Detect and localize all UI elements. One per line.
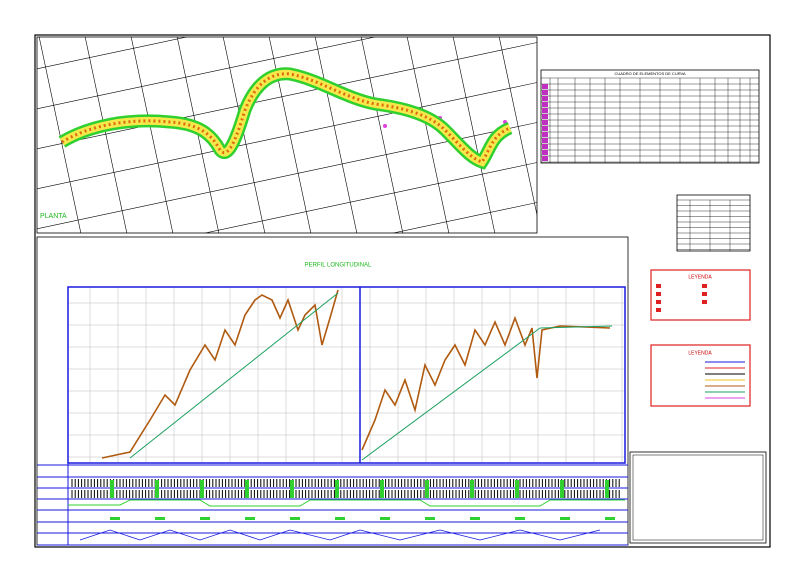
grade-line xyxy=(539,325,613,329)
band-mark xyxy=(245,480,249,498)
table-row-marker xyxy=(542,126,548,131)
legend-symbol xyxy=(656,300,661,304)
legend-frame xyxy=(650,269,751,321)
legend-symbol xyxy=(702,284,707,288)
legend-title: LEYENDA xyxy=(688,350,712,356)
plan-grid-line xyxy=(130,37,174,233)
plan-view: PLANTA xyxy=(36,36,538,234)
curve-table: CUADRO DE ELEMENTOS DE CURVA xyxy=(540,69,760,164)
curve-point xyxy=(383,124,387,128)
grade-line xyxy=(361,327,541,461)
legend-title: LEYENDA xyxy=(688,274,712,280)
band-mark xyxy=(335,517,345,520)
legend-items xyxy=(705,361,745,399)
legend-symbol xyxy=(656,284,661,288)
plan-grid-line xyxy=(84,37,128,233)
band-mark xyxy=(425,480,429,498)
plan-title: PLANTA xyxy=(40,213,67,220)
table-frame xyxy=(676,194,751,252)
plan-frame xyxy=(36,36,538,234)
band-mark xyxy=(290,480,294,498)
legend-frame xyxy=(650,344,751,407)
band-mark xyxy=(605,517,615,520)
legend-symbol xyxy=(702,300,707,304)
table-row-marker xyxy=(542,96,548,101)
band-mark xyxy=(200,480,204,498)
ground-profile xyxy=(361,315,611,451)
band-mark xyxy=(560,480,564,498)
band-mark xyxy=(110,517,120,520)
band-mark xyxy=(515,517,525,520)
table-row-marker xyxy=(542,84,548,89)
table-row-marker xyxy=(542,150,548,155)
plan-grid-line xyxy=(314,37,358,233)
table-row-marker xyxy=(542,114,548,119)
plan-grid-line xyxy=(37,82,537,190)
band-mark xyxy=(515,480,519,498)
table-row-marker xyxy=(542,108,548,113)
band-mark xyxy=(560,517,570,520)
table-title: CUADRO DE ELEMENTOS DE CURVA xyxy=(614,71,685,76)
legend-box: LEYENDA xyxy=(650,344,751,407)
band-mark xyxy=(335,480,339,498)
band-mark xyxy=(245,517,255,520)
band-mark xyxy=(200,517,210,520)
plan-grid-line xyxy=(452,37,496,233)
band-mark xyxy=(155,480,159,498)
coordinates-table xyxy=(676,194,751,252)
table-frame xyxy=(540,69,760,164)
plan-grid-line xyxy=(406,37,450,233)
ground-profile xyxy=(101,289,339,459)
band-mark xyxy=(470,480,474,498)
legend-symbol xyxy=(702,292,707,296)
table-row-marker xyxy=(542,138,548,143)
legend-symbol xyxy=(656,292,661,296)
plan-grid-line xyxy=(37,42,537,150)
table-lines xyxy=(541,77,759,163)
sheet-border xyxy=(34,34,771,548)
band-mark xyxy=(290,517,300,520)
legend-box: LEYENDA xyxy=(650,269,751,321)
table-row-marker xyxy=(542,90,548,95)
table-row-marker xyxy=(542,120,548,125)
plan-grid-line xyxy=(37,37,377,110)
plan-grid-line xyxy=(203,162,537,233)
table-row-marker xyxy=(542,102,548,107)
plan-grid-line xyxy=(498,37,537,217)
band-mark xyxy=(110,480,114,498)
band-mark xyxy=(605,480,609,498)
grade-line xyxy=(129,292,339,459)
band-mark xyxy=(380,517,390,520)
legend-items xyxy=(656,284,707,312)
band-mark xyxy=(470,517,480,520)
table-row-marker xyxy=(542,156,548,161)
legend-symbol xyxy=(656,308,661,312)
title-block-inner xyxy=(632,454,764,541)
title-block xyxy=(629,451,767,544)
band-mark xyxy=(380,480,384,498)
plan-grid-line xyxy=(222,37,266,233)
profile-bands xyxy=(37,463,628,546)
plan-grid-line xyxy=(360,37,404,233)
profile-view: PERFIL LONGITUDINAL xyxy=(36,236,629,546)
profile-title: PERFIL LONGITUDINAL xyxy=(305,263,372,269)
alignment-band xyxy=(68,499,625,507)
plan-grid-line xyxy=(38,37,82,233)
table-row-marker xyxy=(542,144,548,149)
profile-grid xyxy=(68,287,625,463)
band-mark xyxy=(155,517,165,520)
band-mark xyxy=(425,517,435,520)
title-block-frame xyxy=(629,451,767,544)
profile-frame xyxy=(67,286,626,464)
road-surface xyxy=(59,69,512,167)
table-row-marker xyxy=(542,132,548,137)
superelevation-band xyxy=(79,529,601,541)
table-lines xyxy=(677,199,750,251)
plan-grid-line xyxy=(37,122,537,230)
